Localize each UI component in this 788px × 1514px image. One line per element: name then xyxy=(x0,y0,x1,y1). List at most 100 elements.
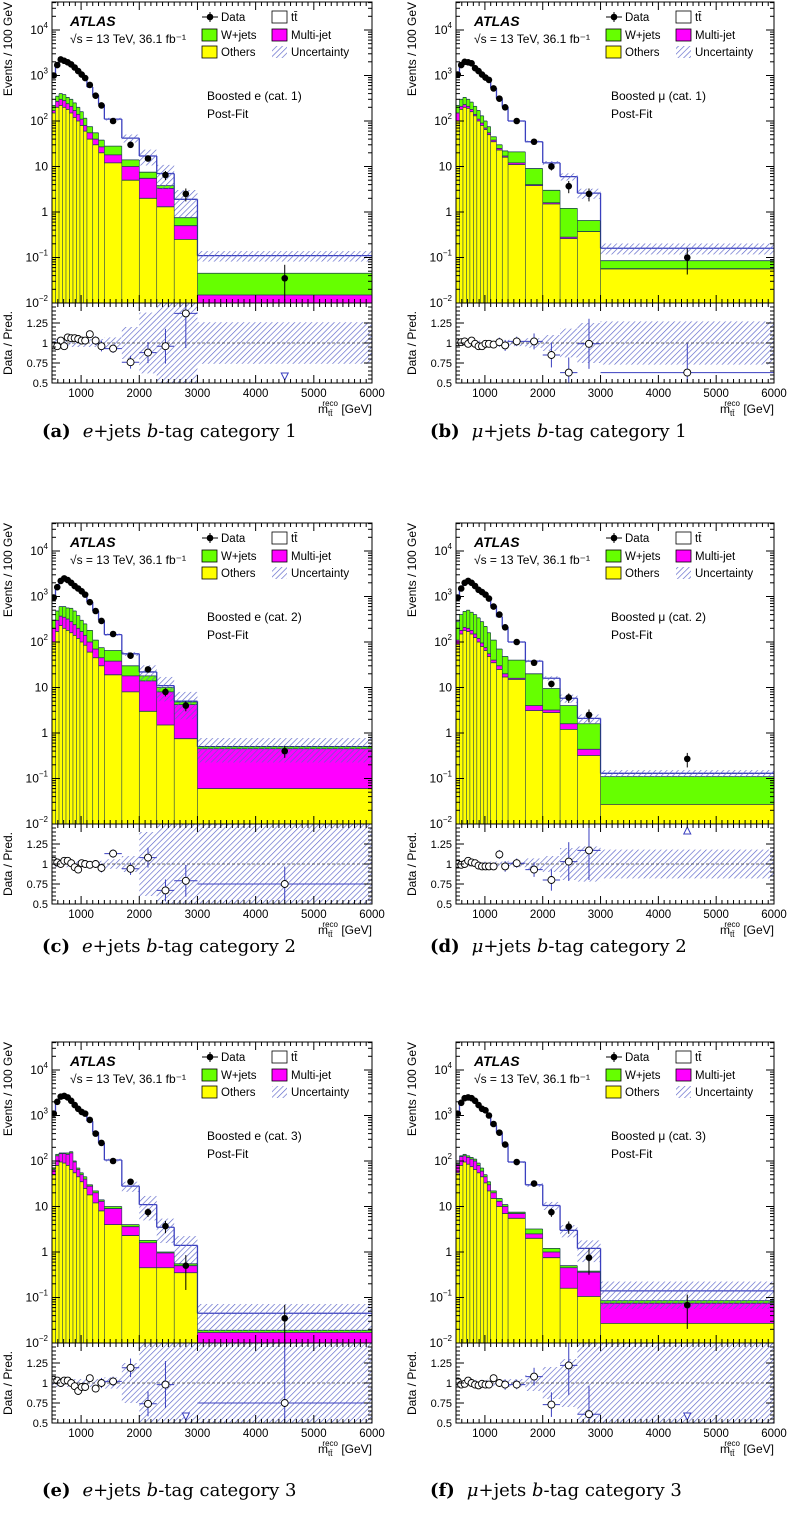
stack-bar-multijet xyxy=(58,1153,63,1163)
stack-bar-others xyxy=(483,650,488,824)
stack-bar-others xyxy=(121,1235,140,1343)
stack-bar-multijet xyxy=(139,680,157,712)
stack-bar-others xyxy=(487,1190,491,1343)
ratio-uncertainty-band xyxy=(83,1379,87,1387)
y-axis-label: Events / 100 GeV xyxy=(1,1042,15,1136)
data-point xyxy=(182,702,190,709)
legend-multijet-swatch xyxy=(675,1068,692,1082)
legend-uncertainty-swatch xyxy=(676,1086,691,1098)
stack-bar-multijet xyxy=(473,114,477,116)
stack-bar-others xyxy=(459,109,463,303)
legend-ttbar-label: tt̄ xyxy=(291,1052,298,1064)
stack-bar-wjets xyxy=(52,1168,56,1170)
stack-bar-wjets xyxy=(469,612,474,631)
y-tick-label: 10−1 xyxy=(26,770,49,786)
stack-bar-others xyxy=(83,131,87,303)
stack-bar-multijet xyxy=(542,202,561,204)
ratio-plot xyxy=(456,1343,774,1423)
caption-text: +jets xyxy=(478,1480,532,1501)
stack-bar-others xyxy=(502,157,509,303)
energy-lumi-label: √s = 13 TeV, 36.1 fb⁻¹ xyxy=(474,553,590,567)
legend-data-label: Data xyxy=(221,533,246,545)
xlabel-sub: tt̄ xyxy=(328,409,333,418)
atlas-label: ATLAS xyxy=(69,13,116,29)
stack-bar-wjets xyxy=(79,1172,84,1175)
stack-bar-others xyxy=(197,788,372,824)
data-point xyxy=(144,1208,152,1216)
stack-bar-multijet xyxy=(577,749,601,756)
stack-bar-wjets xyxy=(456,105,460,113)
tick-base: 10 xyxy=(30,69,44,83)
legend-wjets-label: W+jets xyxy=(625,551,661,563)
stack-bar-wjets xyxy=(104,650,122,662)
data-point xyxy=(162,688,169,696)
stack-bar-ttbar xyxy=(456,74,460,106)
stack-bar-ttbar xyxy=(62,1096,66,1153)
stack-bar-multijet xyxy=(480,123,484,126)
main-plot xyxy=(52,575,372,824)
legend-uncertainty-label: Uncertainty xyxy=(695,568,753,580)
stack-bar-others xyxy=(476,1172,481,1343)
stack-bar-wjets xyxy=(104,146,122,155)
stack-bar-others xyxy=(480,646,484,824)
x-tick-label: 2000 xyxy=(530,909,556,921)
legend-multijet-label: Multi-jet xyxy=(695,30,736,42)
data-point xyxy=(127,652,134,659)
stack-bar-wjets xyxy=(72,1161,77,1163)
y-tick-label: 10 xyxy=(439,160,453,174)
stack-bar-multijet xyxy=(560,1267,578,1289)
data-point xyxy=(683,254,691,261)
stack-bar-ttbar xyxy=(508,642,526,661)
tick-exponent: 4 xyxy=(448,21,453,30)
stack-bar-others xyxy=(55,631,59,824)
stack-bar-ttbar xyxy=(476,589,481,618)
ratio-uncertainty-band xyxy=(496,861,503,867)
tick-base: 10 xyxy=(430,296,444,310)
xlabel-sub: tt̄ xyxy=(730,930,735,939)
stack-bar-wjets xyxy=(490,640,497,661)
xlabel-sub: tt̄ xyxy=(730,1449,735,1458)
ratio-point xyxy=(97,864,106,872)
ratio-point xyxy=(501,862,510,871)
stack-bar-ttbar xyxy=(76,71,80,108)
y-tick-label: 104 xyxy=(30,542,48,558)
stack-bar-ttbar xyxy=(58,1096,63,1153)
stack-bar-wjets xyxy=(560,1265,578,1268)
stack-bar-others xyxy=(98,1210,105,1343)
main-plot xyxy=(456,58,774,303)
energy-lumi-label: √s = 13 TeV, 36.1 fb⁻¹ xyxy=(474,32,590,46)
stack-bar-multijet xyxy=(459,106,463,110)
data-point xyxy=(490,603,497,610)
stack-bar-ttbar xyxy=(525,1184,543,1230)
y-tick-label: 1 xyxy=(41,1245,48,1259)
tick-exponent: 3 xyxy=(448,588,453,597)
stack-bar-wjets xyxy=(462,611,467,628)
caption-letter: (c) xyxy=(42,936,70,957)
y-axis-label: Events / 100 GeV xyxy=(1,523,15,617)
stack-bar-others xyxy=(483,1182,488,1343)
tick-base: 10 xyxy=(35,160,49,174)
data-point xyxy=(281,747,289,755)
stack-bar-multijet xyxy=(156,188,175,207)
tick-exponent: −1 xyxy=(443,770,453,779)
data-point xyxy=(144,666,152,673)
region-label: Boosted e (cat. 3) xyxy=(207,1129,302,1143)
stack-bar-others xyxy=(139,198,157,303)
ratio-y-axis-label: Data / Pred. xyxy=(1,311,15,375)
stack-bar-multijet xyxy=(483,647,488,651)
stack-bar-wjets xyxy=(174,217,198,226)
stack-bar-others xyxy=(92,1202,99,1343)
data-point xyxy=(585,1254,593,1261)
stack-bar-wjets xyxy=(469,102,474,110)
ratio-point xyxy=(585,339,593,348)
tick-base: 10 xyxy=(434,69,448,83)
stack-bar-wjets xyxy=(62,606,66,618)
stack-bar-ttbar xyxy=(496,98,503,145)
stack-bar-multijet xyxy=(65,1154,70,1166)
x-tick-label: 6000 xyxy=(359,1428,385,1440)
stack-bar-others xyxy=(104,674,122,824)
ratio-y-axis-label: Data / Pred. xyxy=(405,832,419,896)
xlabel-unit: [GeV] xyxy=(338,1442,372,1456)
stack-bar-wjets xyxy=(462,97,467,105)
stack-bar-ttbar xyxy=(483,1109,488,1175)
